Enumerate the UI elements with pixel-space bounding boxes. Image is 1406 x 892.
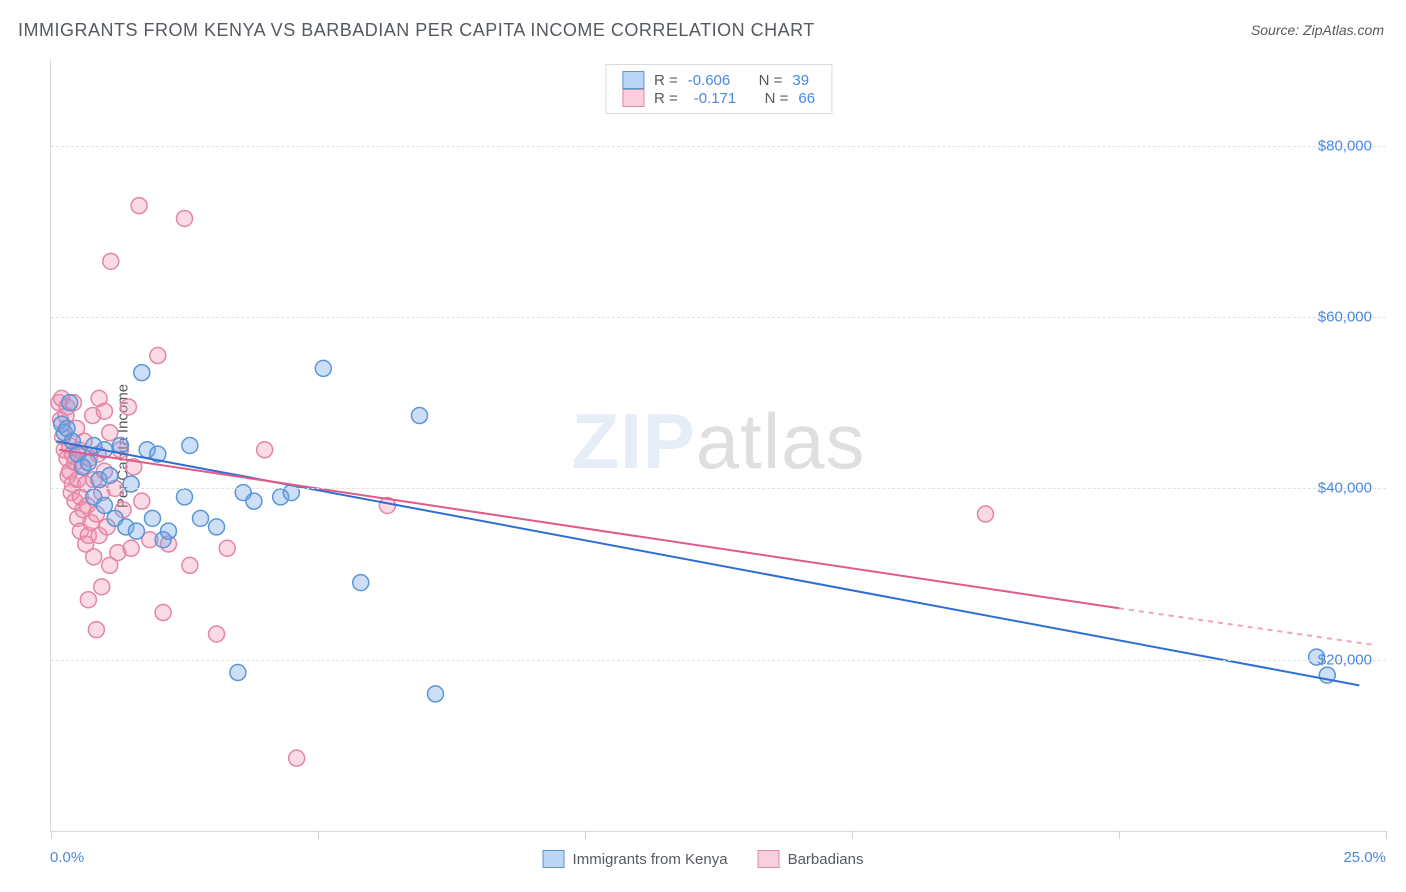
data-point-barbadians [155, 605, 171, 621]
legend-row-kenya: R = -0.606 N = 39 [622, 71, 815, 89]
y-tick-label: $20,000 [1318, 651, 1372, 668]
data-point-kenya [177, 489, 193, 505]
data-point-kenya [353, 575, 369, 591]
data-point-barbadians [88, 622, 104, 638]
gridline [51, 317, 1386, 318]
data-point-barbadians [94, 579, 110, 595]
data-point-kenya [80, 455, 96, 471]
gridline [51, 488, 1386, 489]
data-point-kenya [209, 519, 225, 535]
data-point-kenya [230, 665, 246, 681]
data-point-barbadians [978, 506, 994, 522]
legend-row-barbadians: R = -0.171 N = 66 [622, 89, 815, 107]
trendline-barbadians-extrapolate [1119, 608, 1375, 645]
swatch-icon [543, 850, 565, 868]
data-point-kenya [112, 438, 128, 454]
x-tick [51, 831, 52, 839]
data-point-barbadians [96, 403, 112, 419]
x-axis-max-label: 25.0% [1343, 849, 1386, 866]
legend-item-kenya: Immigrants from Kenya [543, 850, 728, 868]
x-tick [585, 831, 586, 839]
data-point-barbadians [150, 348, 166, 364]
data-point-barbadians [289, 750, 305, 766]
data-point-kenya [246, 493, 262, 509]
data-point-kenya [102, 467, 118, 483]
swatch-icon [758, 850, 780, 868]
data-point-barbadians [120, 399, 136, 415]
y-tick-label: $40,000 [1318, 480, 1372, 497]
plot-area: Per Capita Income ZIPatlas R = -0.606 N … [50, 60, 1386, 832]
data-point-barbadians [86, 549, 102, 565]
data-point-barbadians [80, 592, 96, 608]
data-point-barbadians [219, 540, 235, 556]
data-point-barbadians [257, 442, 273, 458]
data-point-barbadians [182, 557, 198, 573]
data-point-kenya [160, 523, 176, 539]
data-point-barbadians [209, 626, 225, 642]
swatch-icon [622, 89, 644, 107]
data-point-kenya [193, 510, 209, 526]
data-point-kenya [411, 408, 427, 424]
data-point-kenya [62, 395, 78, 411]
data-point-barbadians [103, 253, 119, 269]
data-point-barbadians [177, 210, 193, 226]
data-point-kenya [315, 360, 331, 376]
data-point-kenya [182, 438, 198, 454]
y-tick-label: $80,000 [1318, 137, 1372, 154]
gridline [51, 660, 1386, 661]
y-tick-label: $60,000 [1318, 309, 1372, 326]
x-tick [852, 831, 853, 839]
data-point-kenya [427, 686, 443, 702]
data-point-barbadians [131, 198, 147, 214]
correlation-legend: R = -0.606 N = 39 R = -0.171 N = 66 [605, 64, 832, 114]
series-legend: Immigrants from Kenya Barbadians [543, 850, 864, 868]
chart-title: IMMIGRANTS FROM KENYA VS BARBADIAN PER C… [18, 20, 815, 41]
legend-item-barbadians: Barbadians [758, 850, 864, 868]
data-point-kenya [123, 476, 139, 492]
x-axis-min-label: 0.0% [50, 849, 84, 866]
data-point-kenya [144, 510, 160, 526]
data-point-kenya [96, 497, 112, 513]
data-point-kenya [134, 365, 150, 381]
source-attribution: Source: ZipAtlas.com [1251, 22, 1384, 38]
x-tick [1386, 831, 1387, 839]
gridline [51, 146, 1386, 147]
data-point-barbadians [134, 493, 150, 509]
data-point-kenya [128, 523, 144, 539]
data-point-barbadians [102, 425, 118, 441]
swatch-icon [622, 71, 644, 89]
chart-svg [51, 60, 1386, 831]
data-point-barbadians [123, 540, 139, 556]
x-tick [318, 831, 319, 839]
x-tick [1119, 831, 1120, 839]
